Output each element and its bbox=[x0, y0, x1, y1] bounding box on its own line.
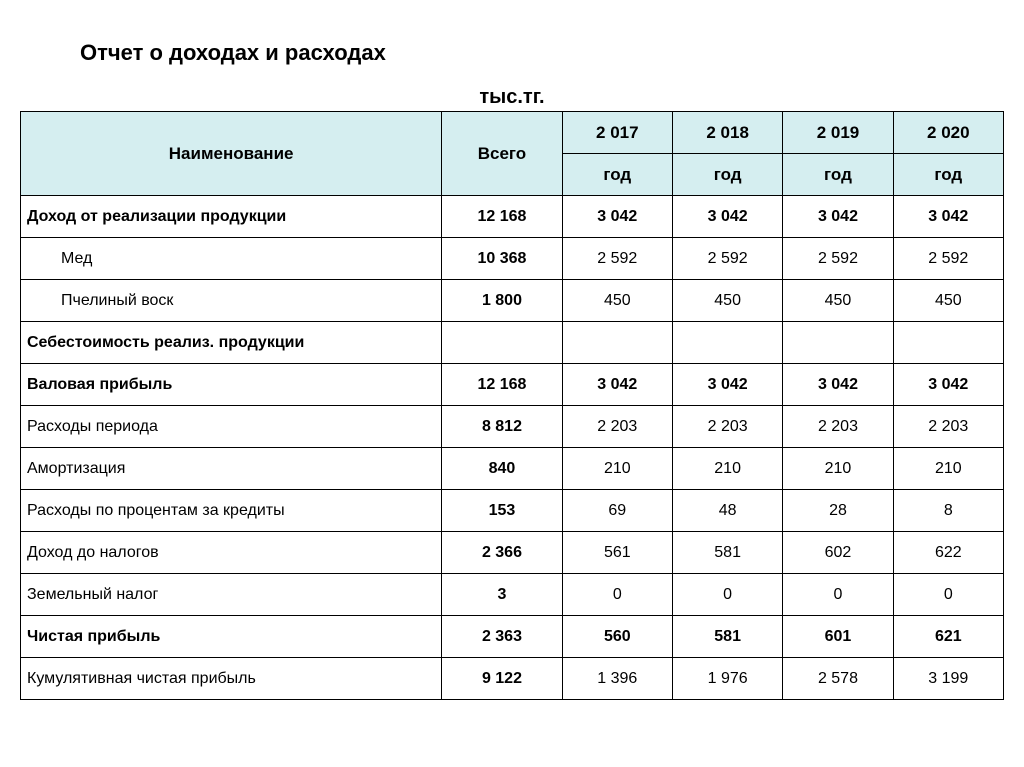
row-label: Расходы по процентам за кредиты bbox=[21, 490, 442, 532]
table-row: Доход от реализации продукции12 1683 042… bbox=[21, 196, 1004, 238]
row-year-value: 210 bbox=[672, 448, 782, 490]
row-total: 3 bbox=[442, 574, 562, 616]
row-year-value: 3 042 bbox=[672, 364, 782, 406]
table-row: Амортизация840210210210210 bbox=[21, 448, 1004, 490]
row-year-value: 2 578 bbox=[783, 658, 893, 700]
row-year-value: 0 bbox=[893, 574, 1003, 616]
row-total: 1 800 bbox=[442, 280, 562, 322]
row-year-value: 3 042 bbox=[562, 196, 672, 238]
row-year-value: 621 bbox=[893, 616, 1003, 658]
col-subheader-year-2: год bbox=[783, 154, 893, 196]
row-year-value: 450 bbox=[562, 280, 672, 322]
table-row: Кумулятивная чистая прибыль9 1221 3961 9… bbox=[21, 658, 1004, 700]
row-year-value bbox=[893, 322, 1003, 364]
row-total: 2 363 bbox=[442, 616, 562, 658]
table-row: Земельный налог30000 bbox=[21, 574, 1004, 616]
row-label: Доход до налогов bbox=[21, 532, 442, 574]
row-year-value: 210 bbox=[562, 448, 672, 490]
row-total: 10 368 bbox=[442, 238, 562, 280]
row-total: 12 168 bbox=[442, 364, 562, 406]
row-year-value: 3 042 bbox=[672, 196, 782, 238]
row-label: Чистая прибыль bbox=[21, 616, 442, 658]
row-year-value: 450 bbox=[783, 280, 893, 322]
report-title: Отчет о доходах и расходах bbox=[80, 40, 1004, 66]
table-row: Валовая прибыль12 1683 0423 0423 0423 04… bbox=[21, 364, 1004, 406]
row-year-value: 2 203 bbox=[562, 406, 672, 448]
row-label: Мед bbox=[21, 238, 442, 280]
col-subheader-year-3: год bbox=[893, 154, 1003, 196]
row-year-value: 0 bbox=[783, 574, 893, 616]
row-year-value: 450 bbox=[672, 280, 782, 322]
row-label: Расходы периода bbox=[21, 406, 442, 448]
row-total: 153 bbox=[442, 490, 562, 532]
col-header-year-2020: 2 020 bbox=[893, 112, 1003, 154]
table-row: Расходы периода8 8122 2032 2032 2032 203 bbox=[21, 406, 1004, 448]
table-row: Доход до налогов2 366561581602622 bbox=[21, 532, 1004, 574]
row-year-value: 2 592 bbox=[672, 238, 782, 280]
col-header-year-2017: 2 017 bbox=[562, 112, 672, 154]
col-header-total: Всего bbox=[442, 112, 562, 196]
row-label: Кумулятивная чистая прибыль bbox=[21, 658, 442, 700]
row-year-value: 602 bbox=[783, 532, 893, 574]
row-year-value: 450 bbox=[893, 280, 1003, 322]
table-header-row-1: Наименование Всего 2 017 2 018 2 019 2 0… bbox=[21, 112, 1004, 154]
table-row: Пчелиный воск1 800450450450450 bbox=[21, 280, 1004, 322]
row-year-value: 3 042 bbox=[783, 196, 893, 238]
row-label: Валовая прибыль bbox=[21, 364, 442, 406]
income-expense-table: Наименование Всего 2 017 2 018 2 019 2 0… bbox=[20, 111, 1004, 700]
table-row: Мед10 3682 5922 5922 5922 592 bbox=[21, 238, 1004, 280]
row-year-value: 48 bbox=[672, 490, 782, 532]
row-year-value: 3 042 bbox=[783, 364, 893, 406]
row-year-value: 2 203 bbox=[893, 406, 1003, 448]
row-year-value: 0 bbox=[672, 574, 782, 616]
row-year-value: 2 203 bbox=[672, 406, 782, 448]
row-label: Земельный налог bbox=[21, 574, 442, 616]
row-label: Доход от реализации продукции bbox=[21, 196, 442, 238]
row-year-value: 622 bbox=[893, 532, 1003, 574]
row-year-value bbox=[562, 322, 672, 364]
table-row: Себестоимость реализ. продукции bbox=[21, 322, 1004, 364]
row-year-value: 3 042 bbox=[893, 364, 1003, 406]
row-total: 12 168 bbox=[442, 196, 562, 238]
col-subheader-year-0: год bbox=[562, 154, 672, 196]
col-header-name: Наименование bbox=[21, 112, 442, 196]
row-year-value: 2 592 bbox=[893, 238, 1003, 280]
col-subheader-year-1: год bbox=[672, 154, 782, 196]
row-year-value: 0 bbox=[562, 574, 672, 616]
row-year-value: 581 bbox=[672, 616, 782, 658]
row-year-value: 2 203 bbox=[783, 406, 893, 448]
row-year-value: 1 396 bbox=[562, 658, 672, 700]
row-label: Амортизация bbox=[21, 448, 442, 490]
row-year-value: 210 bbox=[783, 448, 893, 490]
row-year-value: 28 bbox=[783, 490, 893, 532]
table-row: Чистая прибыль2 363560581601621 bbox=[21, 616, 1004, 658]
unit-label: тыс.тг. bbox=[20, 86, 1004, 109]
row-year-value: 2 592 bbox=[783, 238, 893, 280]
row-year-value: 2 592 bbox=[562, 238, 672, 280]
row-year-value: 581 bbox=[672, 532, 782, 574]
row-year-value: 561 bbox=[562, 532, 672, 574]
row-year-value bbox=[672, 322, 782, 364]
row-year-value: 3 199 bbox=[893, 658, 1003, 700]
row-year-value: 3 042 bbox=[562, 364, 672, 406]
row-year-value: 1 976 bbox=[672, 658, 782, 700]
row-total: 9 122 bbox=[442, 658, 562, 700]
col-header-year-2018: 2 018 bbox=[672, 112, 782, 154]
row-year-value: 210 bbox=[893, 448, 1003, 490]
row-year-value: 8 bbox=[893, 490, 1003, 532]
row-year-value: 3 042 bbox=[893, 196, 1003, 238]
row-year-value: 69 bbox=[562, 490, 672, 532]
row-total: 2 366 bbox=[442, 532, 562, 574]
row-year-value: 560 bbox=[562, 616, 672, 658]
col-header-year-2019: 2 019 bbox=[783, 112, 893, 154]
row-label: Себестоимость реализ. продукции bbox=[21, 322, 442, 364]
row-total bbox=[442, 322, 562, 364]
row-label: Пчелиный воск bbox=[21, 280, 442, 322]
row-year-value bbox=[783, 322, 893, 364]
row-total: 840 bbox=[442, 448, 562, 490]
row-total: 8 812 bbox=[442, 406, 562, 448]
table-row: Расходы по процентам за кредиты153694828… bbox=[21, 490, 1004, 532]
row-year-value: 601 bbox=[783, 616, 893, 658]
